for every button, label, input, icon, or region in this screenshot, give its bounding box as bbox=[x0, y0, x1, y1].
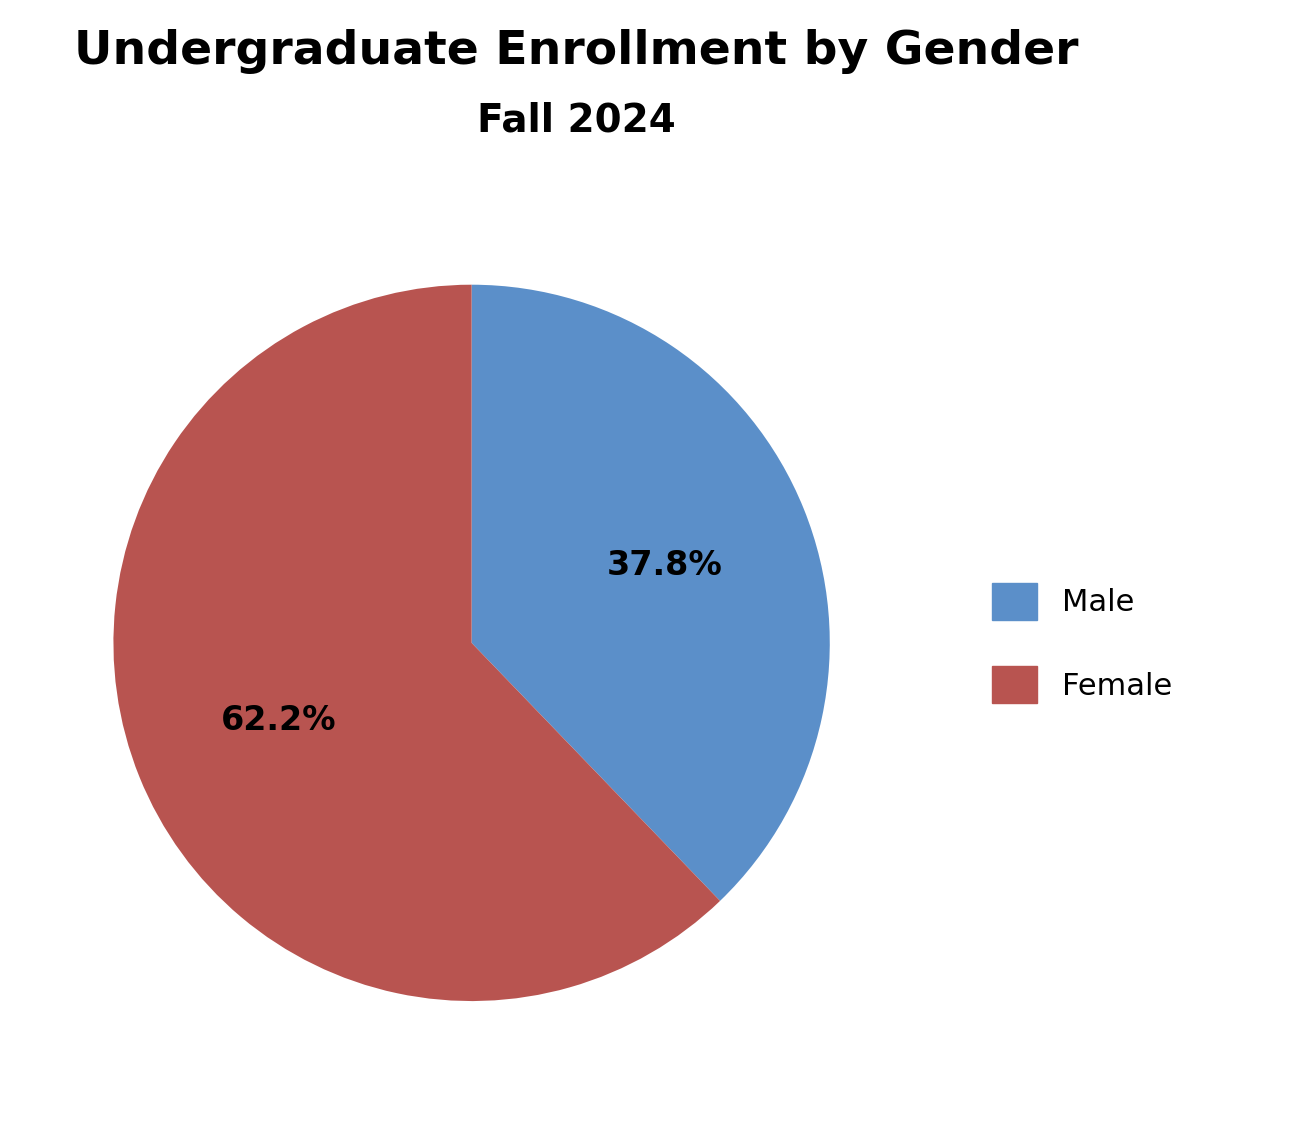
Wedge shape bbox=[472, 285, 829, 901]
Text: 37.8%: 37.8% bbox=[607, 549, 722, 582]
Text: Undergraduate Enrollment by Gender: Undergraduate Enrollment by Gender bbox=[75, 29, 1078, 75]
Legend: Male, Female: Male, Female bbox=[980, 571, 1184, 715]
Wedge shape bbox=[114, 285, 721, 1001]
Text: Fall 2024: Fall 2024 bbox=[477, 101, 676, 140]
Text: 62.2%: 62.2% bbox=[221, 704, 337, 737]
